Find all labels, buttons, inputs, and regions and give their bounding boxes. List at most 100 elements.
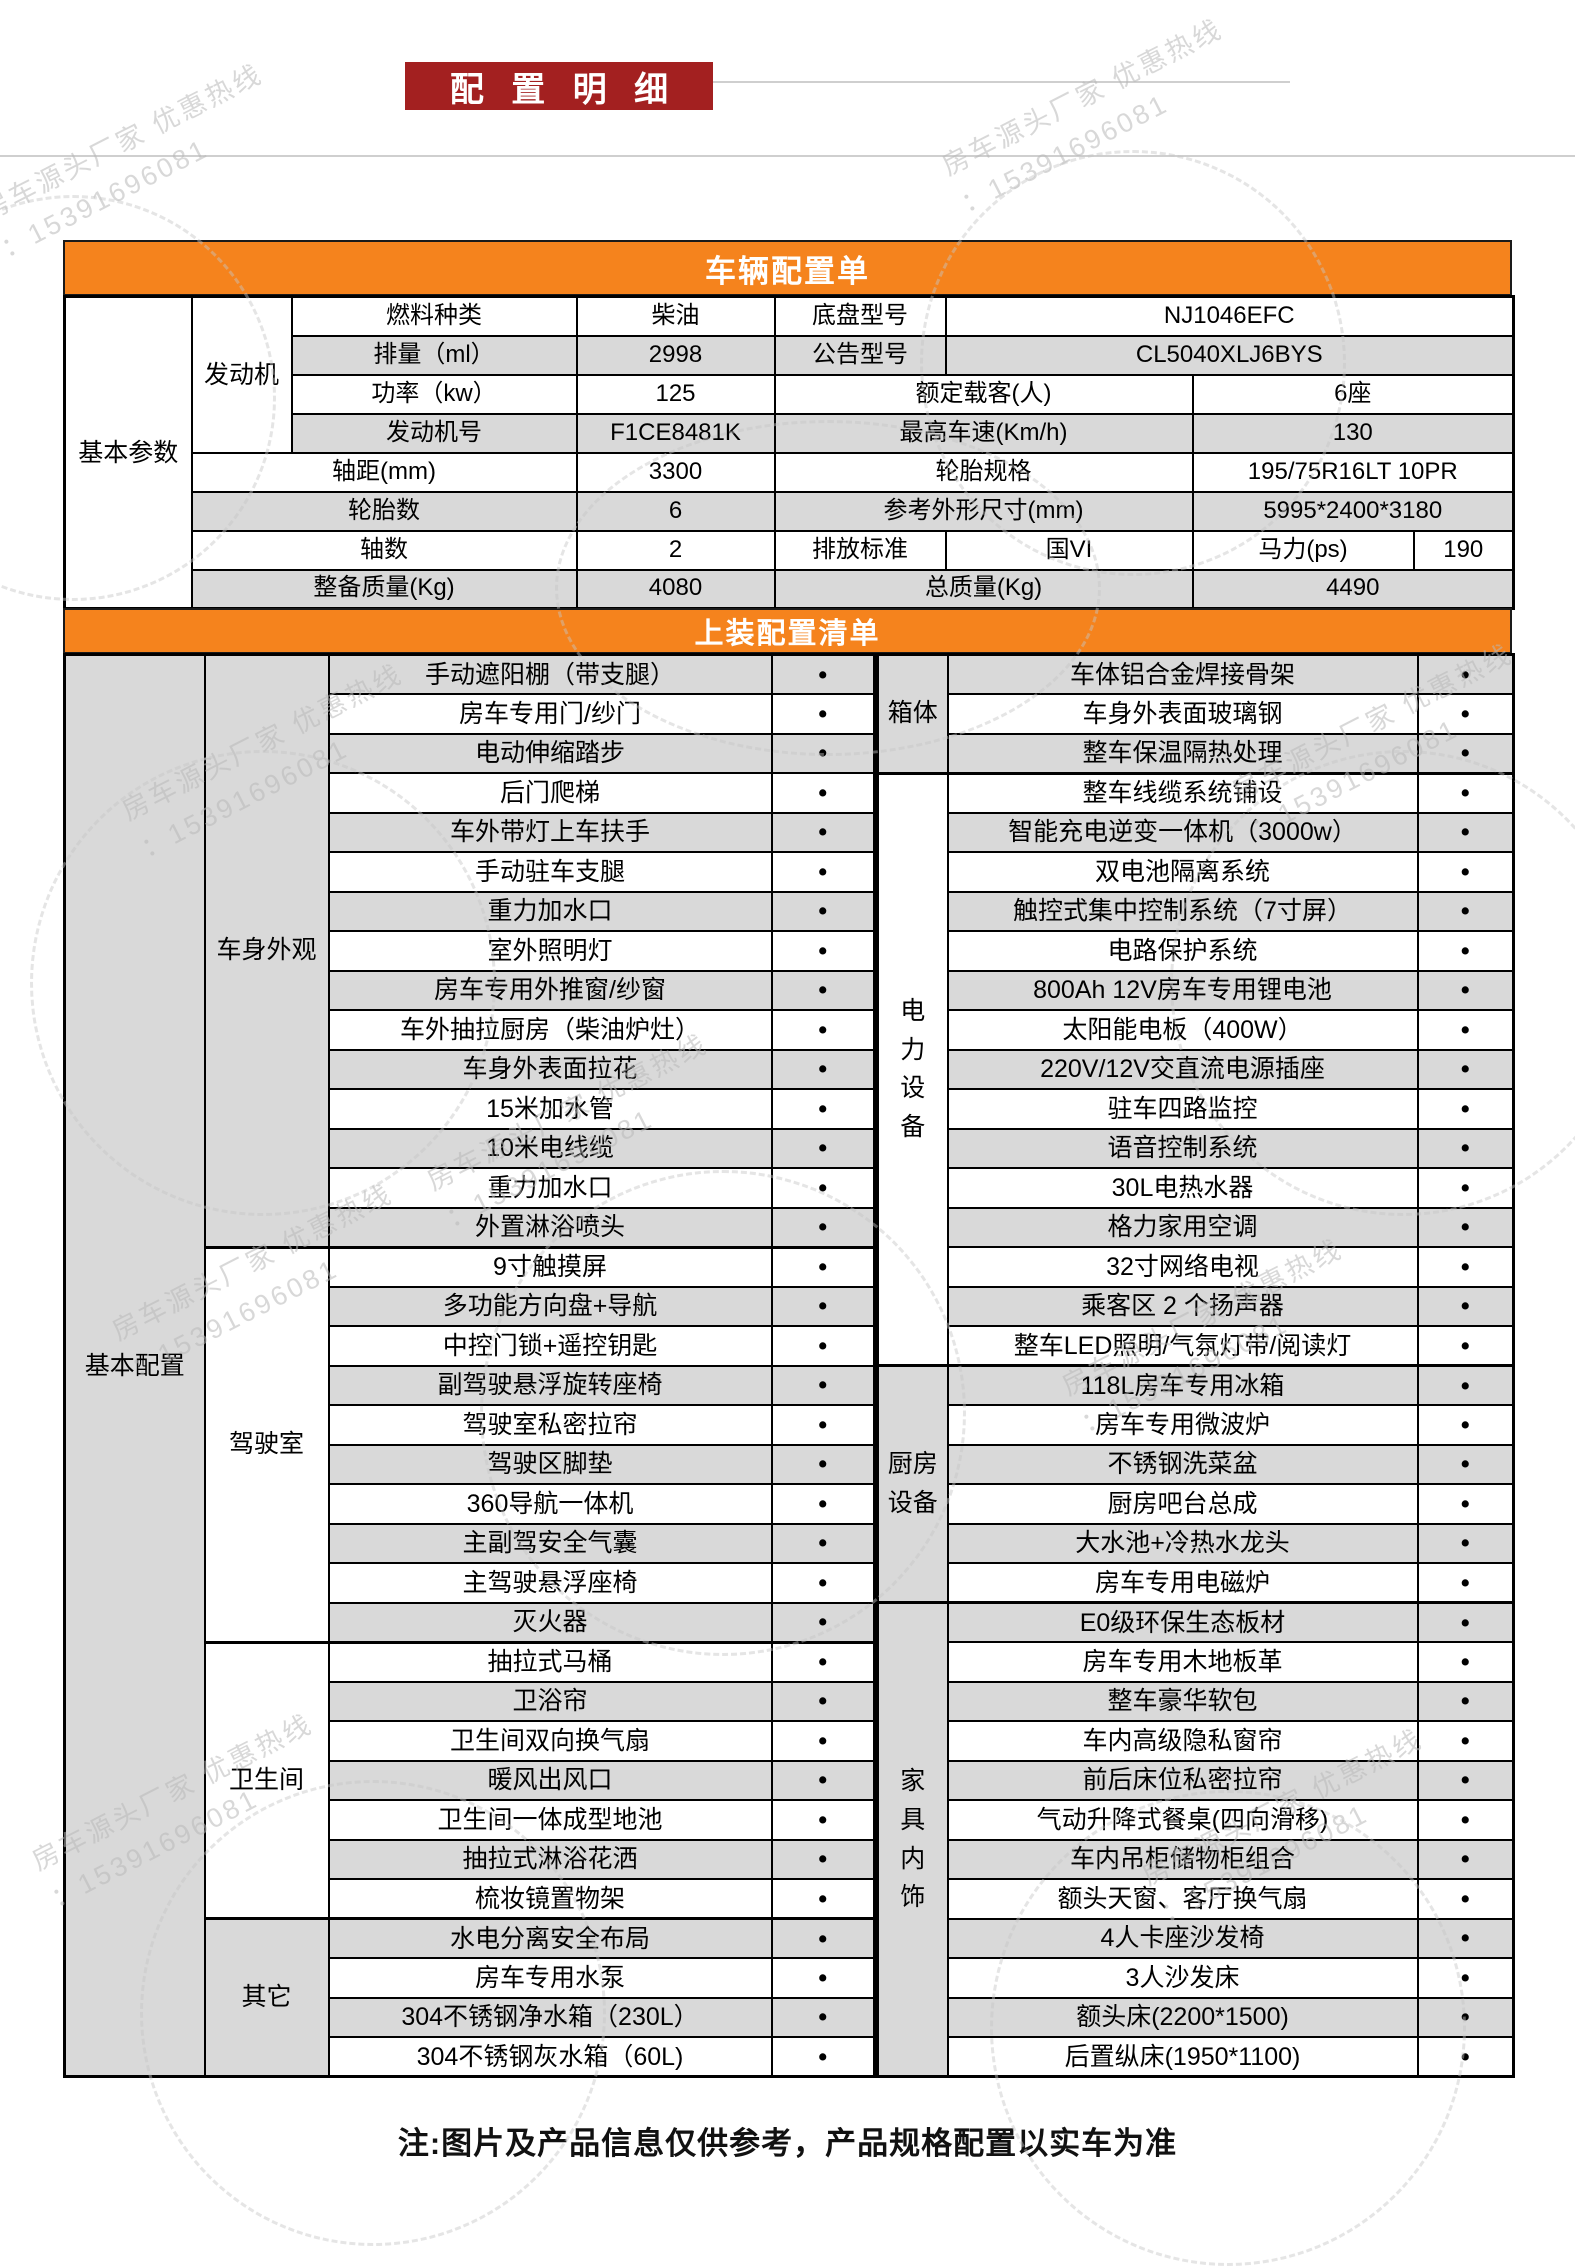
config-row: 卫生间一体成型地池 • — [65, 1799, 876, 1841]
config-row: 家 具 内 饰 E0级环保生态板材 • — [876, 1601, 1515, 2078]
included-dot: • — [770, 1285, 876, 1327]
config-row: 触控式集中控制系统（7寸屏） • — [878, 890, 1515, 932]
section-label-2: 驾驶室 — [203, 1245, 330, 1643]
spec-cell: 柴油 — [575, 295, 776, 337]
included-dot: • — [770, 1799, 876, 1841]
config-item-cell: 房车专用微波炉 — [946, 1404, 1419, 1446]
included-dot: • — [770, 1404, 876, 1446]
config-item-cell: 额头床(2200*1500) — [946, 1996, 1419, 2038]
config-item-cell: 360导航一体机 — [327, 1483, 773, 1525]
config-item-cell: 车体铝合金焊接骨架 — [946, 653, 1419, 695]
included-dot: • — [1416, 1364, 1515, 1406]
config-row: 副驾驶悬浮旋转座椅 • — [65, 1364, 876, 1406]
spec-cell: 轮胎规格 — [773, 451, 1194, 493]
config-row: 大水池+冷热水龙头 • — [878, 1522, 1515, 1564]
config-item-cell: 主驾驶悬浮座椅 — [327, 1562, 773, 1604]
config-item-cell: 房车专用水泵 — [327, 1957, 773, 1999]
config-row: 后置纵床(1950*1100) • — [878, 2036, 1515, 2078]
config-row: 电 力 设 备整车线缆系统铺设 • — [876, 771, 1515, 1367]
spec-cell: 整备质量(Kg) — [190, 568, 578, 610]
config-item-cell: 抽拉式马桶 — [327, 1640, 773, 1683]
config-item-cell: 10米电线缆 — [327, 1127, 773, 1169]
config-row: 主副驾安全气囊 • — [65, 1522, 876, 1564]
config-row: 整车豪华软包 • — [878, 1680, 1515, 1722]
header-rule-full — [0, 155, 1575, 157]
included-dot: • — [1416, 1522, 1515, 1564]
spec-row: 轴距(mm) 3300 轮胎规格 195/75R16LT 10PR — [65, 451, 1515, 493]
included-dot: • — [770, 1522, 876, 1564]
config-item-cell: 9寸触摸屏 — [327, 1245, 773, 1288]
included-dot: • — [1416, 1048, 1515, 1090]
config-item-cell: 15米加水管 — [327, 1088, 773, 1130]
spec-cell: 参考外形尺寸(mm) — [773, 490, 1194, 532]
included-dot: • — [1416, 1562, 1515, 1604]
config-row: 主驾驶悬浮座椅 • — [65, 1562, 876, 1604]
config-item-cell: 304不锈钢净水箱（230L） — [327, 1996, 773, 2038]
included-dot: • — [1416, 1404, 1515, 1446]
config-item-cell: 后置纵床(1950*1100) — [946, 2036, 1419, 2078]
spec-cell: 6 — [575, 490, 776, 532]
included-dot: • — [770, 1601, 876, 1643]
config-item-cell: 前后床位私密拉帘 — [946, 1759, 1419, 1801]
included-dot: • — [770, 1245, 876, 1288]
spec-cell: NJ1046EFC — [944, 295, 1515, 337]
watermark-text: 房车源头厂家 优惠热线 ：15391696081 — [937, 13, 1228, 219]
config-item-cell: 厨房吧台总成 — [946, 1483, 1419, 1525]
config-row: 多功能方向盘+导航 • — [65, 1285, 876, 1327]
config-item-cell: 卫生间一体成型地池 — [327, 1799, 773, 1841]
vehicle-spec-table: 基本参数 发动机 燃料种类 柴油 底盘型号 NJ1046EFC 排量（ml） 2998 公告型号… — [63, 295, 1516, 610]
config-row: 整车保温隔热处理 • — [878, 732, 1515, 774]
included-dot: • — [1416, 693, 1515, 735]
config-row: 220V/12V交直流电源插座 • — [878, 1048, 1515, 1090]
spec-cell: 6座 — [1191, 373, 1515, 415]
included-dot: • — [1416, 1917, 1515, 1959]
config-row: 梳妆镜置物架 • — [65, 1878, 876, 1920]
group-basic-config: 基本配置 — [63, 653, 206, 2078]
included-dot: • — [770, 732, 876, 774]
config-item-cell: 手动遮阳棚（带支腿） — [327, 653, 773, 695]
config-item-cell: 语音控制系统 — [946, 1127, 1419, 1169]
config-row: 智能充电逆变一体机（3000w） • — [878, 811, 1515, 853]
included-dot: • — [770, 969, 876, 1011]
included-dot: • — [770, 1325, 876, 1367]
spec-cell: 额定载客(人) — [773, 373, 1194, 415]
config-row: 箱体 车体铝合金焊接骨架 • — [876, 653, 1515, 774]
config-row: 气动升降式餐桌(四向滑移) • — [878, 1799, 1515, 1841]
included-dot: • — [770, 1957, 876, 1999]
section-label-2: 电 力 设 备 — [876, 771, 949, 1367]
included-dot: • — [770, 1680, 876, 1722]
config-item-cell: 整车豪华软包 — [946, 1680, 1419, 1722]
config-item-cell: 220V/12V交直流电源插座 — [946, 1048, 1419, 1090]
config-item-cell: 车身外表面拉花 — [327, 1048, 773, 1090]
config-row: 32寸网络电视 • — [878, 1246, 1515, 1288]
config-row: 30L电热水器 • — [878, 1167, 1515, 1209]
spec-cell: 总质量(Kg) — [773, 568, 1194, 610]
config-item-cell: 格力家用空调 — [946, 1206, 1419, 1248]
config-row: 额头床(2200*1500) • — [878, 1996, 1515, 2038]
upper-config-header: 上装配置清单 — [63, 608, 1512, 654]
config-row: 中控门锁+遥控钥匙 • — [65, 1325, 876, 1367]
included-dot: • — [1416, 1443, 1515, 1485]
config-row: 3人沙发床 • — [878, 1957, 1515, 1999]
included-dot: • — [1416, 890, 1515, 932]
included-dot: • — [1416, 1957, 1515, 1999]
config-row: 灭火器 • — [65, 1601, 876, 1643]
spec-row: 发动机号 F1CE8481K 最高车速(Km/h) 130 — [65, 412, 1515, 454]
spec-cell: 2998 — [575, 334, 776, 376]
config-item-cell: 车内高级隐私窗帘 — [946, 1720, 1419, 1762]
included-dot: • — [1416, 732, 1515, 774]
included-dot: • — [770, 1167, 876, 1209]
included-dot: • — [1416, 1799, 1515, 1841]
header-rule-partial — [438, 81, 1290, 83]
config-item-cell: 梳妆镜置物架 — [327, 1878, 773, 1920]
config-item-cell: 额头天窗、客厅换气扇 — [946, 1878, 1419, 1920]
config-item-cell: 驻车四路监控 — [946, 1088, 1419, 1130]
config-row: 厨房吧台总成 • — [878, 1483, 1515, 1525]
config-row: 驾驶室私密拉帘 • — [65, 1404, 876, 1446]
config-row: 格力家用空调 • — [878, 1206, 1515, 1248]
config-row: 15米加水管 • — [65, 1088, 876, 1130]
config-row: 驾驶室 9寸触摸屏 • — [65, 1245, 876, 1643]
spec-cell: 190 — [1412, 529, 1515, 571]
config-item-cell: 不锈钢洗菜盆 — [946, 1443, 1419, 1485]
included-dot: • — [770, 890, 876, 932]
